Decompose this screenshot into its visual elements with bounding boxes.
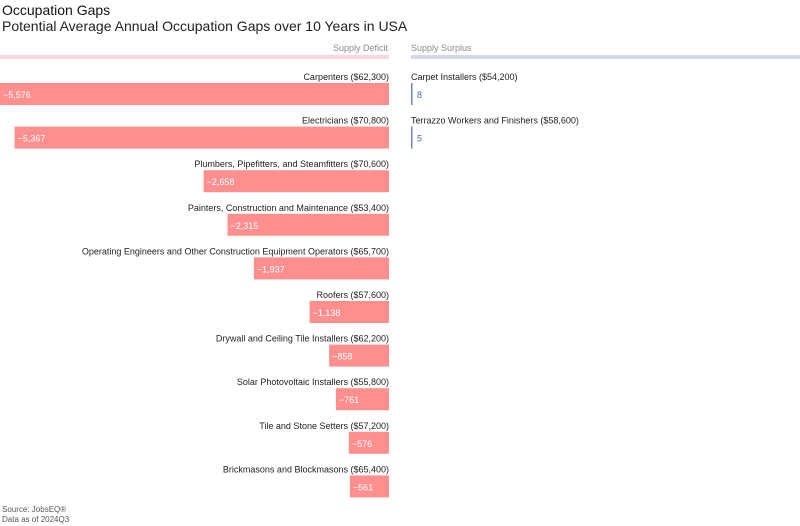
chart-subtitle: Potential Average Annual Occupation Gaps… bbox=[2, 18, 408, 34]
deficit-category-label: Solar Photovoltaic Installers ($55,800) bbox=[237, 377, 389, 387]
surplus-category-label: Carpet Installers ($54,200) bbox=[411, 72, 518, 82]
deficit-bar bbox=[309, 301, 389, 323]
deficit-category-label: Tile and Stone Setters ($57,200) bbox=[259, 421, 389, 431]
deficit-bar bbox=[348, 431, 389, 454]
deficit-category-label: Operating Engineers and Other Constructi… bbox=[82, 246, 389, 256]
deficit-bar bbox=[335, 388, 389, 411]
surplus-value-label: 5 bbox=[417, 134, 422, 144]
surplus-header: Supply Surplus bbox=[411, 43, 472, 53]
deficit-category-label: Roofers ($57,600) bbox=[316, 290, 389, 300]
deficit-category-label: Electricians ($70,800) bbox=[302, 116, 389, 126]
deficit-value-label: −576 bbox=[352, 439, 372, 449]
deficit-value-label: −5,576 bbox=[3, 90, 31, 100]
chart-title: Occupation Gaps bbox=[2, 2, 111, 18]
deficit-value-label: −2,658 bbox=[207, 177, 235, 187]
deficit-value-label: −761 bbox=[339, 395, 359, 405]
surplus-bar bbox=[411, 83, 413, 105]
deficit-value-label: −858 bbox=[332, 352, 352, 362]
data-as-of-note: Data as of 2024Q3 bbox=[2, 515, 70, 524]
deficit-bar bbox=[0, 83, 389, 105]
deficit-header: Supply Deficit bbox=[333, 43, 389, 53]
deficit-bar bbox=[227, 213, 389, 236]
surplus-header-bar bbox=[411, 55, 800, 59]
surplus-value-label: 8 bbox=[417, 90, 422, 100]
deficit-bar bbox=[329, 344, 389, 367]
deficit-value-label: −5,367 bbox=[18, 134, 46, 144]
deficit-category-label: Painters, Construction and Maintenance (… bbox=[188, 203, 389, 213]
surplus-bar bbox=[411, 126, 413, 149]
deficit-header-bar bbox=[0, 55, 389, 59]
source-note: Source: JobsEQ® bbox=[2, 505, 67, 514]
occupation-gaps-chart: Supply Deficit Supply Surplus Carpenters… bbox=[0, 43, 800, 498]
deficit-value-label: −2,315 bbox=[230, 221, 258, 231]
deficit-bar bbox=[14, 126, 389, 149]
deficit-category-label: Drywall and Ceiling Tile Installers ($62… bbox=[216, 334, 389, 344]
deficit-bar bbox=[349, 475, 389, 498]
deficit-category-label: Brickmasons and Blockmasons ($65,400) bbox=[223, 464, 389, 474]
deficit-value-label: −561 bbox=[353, 482, 373, 492]
deficit-value-label: −1,138 bbox=[313, 308, 341, 318]
deficit-bar bbox=[253, 257, 389, 280]
deficit-value-label: −1,937 bbox=[257, 264, 285, 274]
deficit-bar bbox=[203, 170, 389, 193]
deficit-category-label: Carpenters ($62,300) bbox=[303, 72, 389, 82]
surplus-category-label: Terrazzo Workers and Finishers ($58,600) bbox=[411, 116, 579, 126]
deficit-category-label: Plumbers, Pipefitters, and Steamfitters … bbox=[194, 159, 389, 169]
